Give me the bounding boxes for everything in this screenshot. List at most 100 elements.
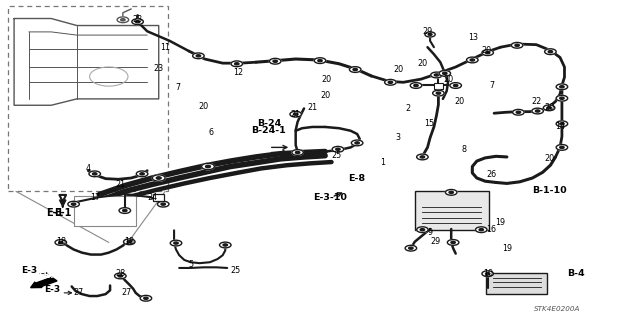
Text: 2: 2 [406,104,411,113]
Text: E-1: E-1 [45,208,63,218]
Text: B-24: B-24 [257,119,281,128]
Text: 4: 4 [86,164,91,173]
Circle shape [410,83,422,88]
Text: 21: 21 [115,180,125,189]
Circle shape [486,52,490,54]
Text: 23: 23 [132,15,143,24]
Text: 18: 18 [124,237,134,246]
Circle shape [543,105,555,111]
Circle shape [292,150,303,155]
Text: 26: 26 [486,170,497,179]
Circle shape [351,140,363,146]
Circle shape [296,152,300,153]
Text: 7: 7 [175,83,180,92]
Circle shape [467,57,478,63]
Circle shape [68,201,79,207]
Text: 25: 25 [331,151,341,160]
Circle shape [447,240,459,245]
Text: 20: 20 [443,75,453,84]
Circle shape [556,145,568,150]
Circle shape [417,227,428,233]
Circle shape [193,53,204,59]
Circle shape [157,201,169,207]
Circle shape [355,142,359,144]
Circle shape [349,67,361,72]
Circle shape [152,175,165,181]
Text: 21: 21 [291,110,301,119]
Circle shape [290,111,301,117]
Circle shape [548,51,552,53]
Circle shape [118,275,122,277]
Circle shape [515,44,519,46]
Text: 7: 7 [489,81,494,90]
Circle shape [532,108,543,114]
Circle shape [556,95,568,101]
Circle shape [451,241,455,243]
Circle shape [486,273,490,275]
Circle shape [161,203,165,205]
Circle shape [433,90,444,96]
Text: 20: 20 [321,75,332,84]
Text: 15: 15 [424,119,434,128]
Text: 20: 20 [417,59,428,68]
Text: 12: 12 [233,68,243,77]
Text: 29: 29 [422,27,433,36]
Text: E-8: E-8 [349,174,365,182]
Text: 9: 9 [428,228,433,237]
Circle shape [336,148,340,150]
Bar [74,196,136,226]
Bar [153,194,164,201]
Text: 8: 8 [461,145,467,154]
Circle shape [445,189,457,195]
Circle shape [425,32,435,37]
Text: STK4E0200A: STK4E0200A [534,306,580,312]
Circle shape [443,72,447,74]
Text: E-3: E-3 [21,266,38,275]
Text: B-24-1: B-24-1 [252,126,286,135]
Text: B-1-10: B-1-10 [532,186,566,195]
Circle shape [420,156,424,158]
Circle shape [93,173,97,175]
Circle shape [140,173,144,175]
Text: 20: 20 [198,102,209,111]
Circle shape [144,297,148,299]
Circle shape [454,85,458,86]
Circle shape [431,72,442,78]
Circle shape [235,63,239,65]
Circle shape [560,86,564,88]
Circle shape [547,107,551,109]
Text: 3: 3 [396,133,401,142]
Circle shape [516,111,520,113]
Circle shape [314,58,326,63]
Circle shape [482,271,493,277]
Circle shape [72,203,76,205]
FancyBboxPatch shape [8,6,168,191]
Circle shape [273,60,277,62]
Circle shape [428,33,432,35]
Text: E-3: E-3 [44,285,61,294]
Text: 11: 11 [160,43,170,52]
Text: 21: 21 [307,103,317,112]
Circle shape [513,109,524,115]
Circle shape [202,163,214,170]
Text: 27: 27 [122,288,132,297]
Text: 13: 13 [468,33,479,42]
Circle shape [420,229,424,231]
Text: 20: 20 [454,97,465,106]
Circle shape [115,273,126,279]
Text: FR.: FR. [38,271,54,280]
Circle shape [136,21,140,23]
Circle shape [121,19,125,21]
Circle shape [435,74,438,76]
Circle shape [132,19,143,25]
Text: 10: 10 [483,269,493,278]
Circle shape [231,61,243,67]
Text: 14: 14 [555,122,565,131]
Text: 22: 22 [531,97,541,106]
Bar [434,83,443,89]
Text: E-3-10: E-3-10 [313,193,346,202]
Circle shape [353,69,357,70]
Text: 6: 6 [209,128,214,137]
Circle shape [388,81,392,83]
Circle shape [439,70,451,76]
